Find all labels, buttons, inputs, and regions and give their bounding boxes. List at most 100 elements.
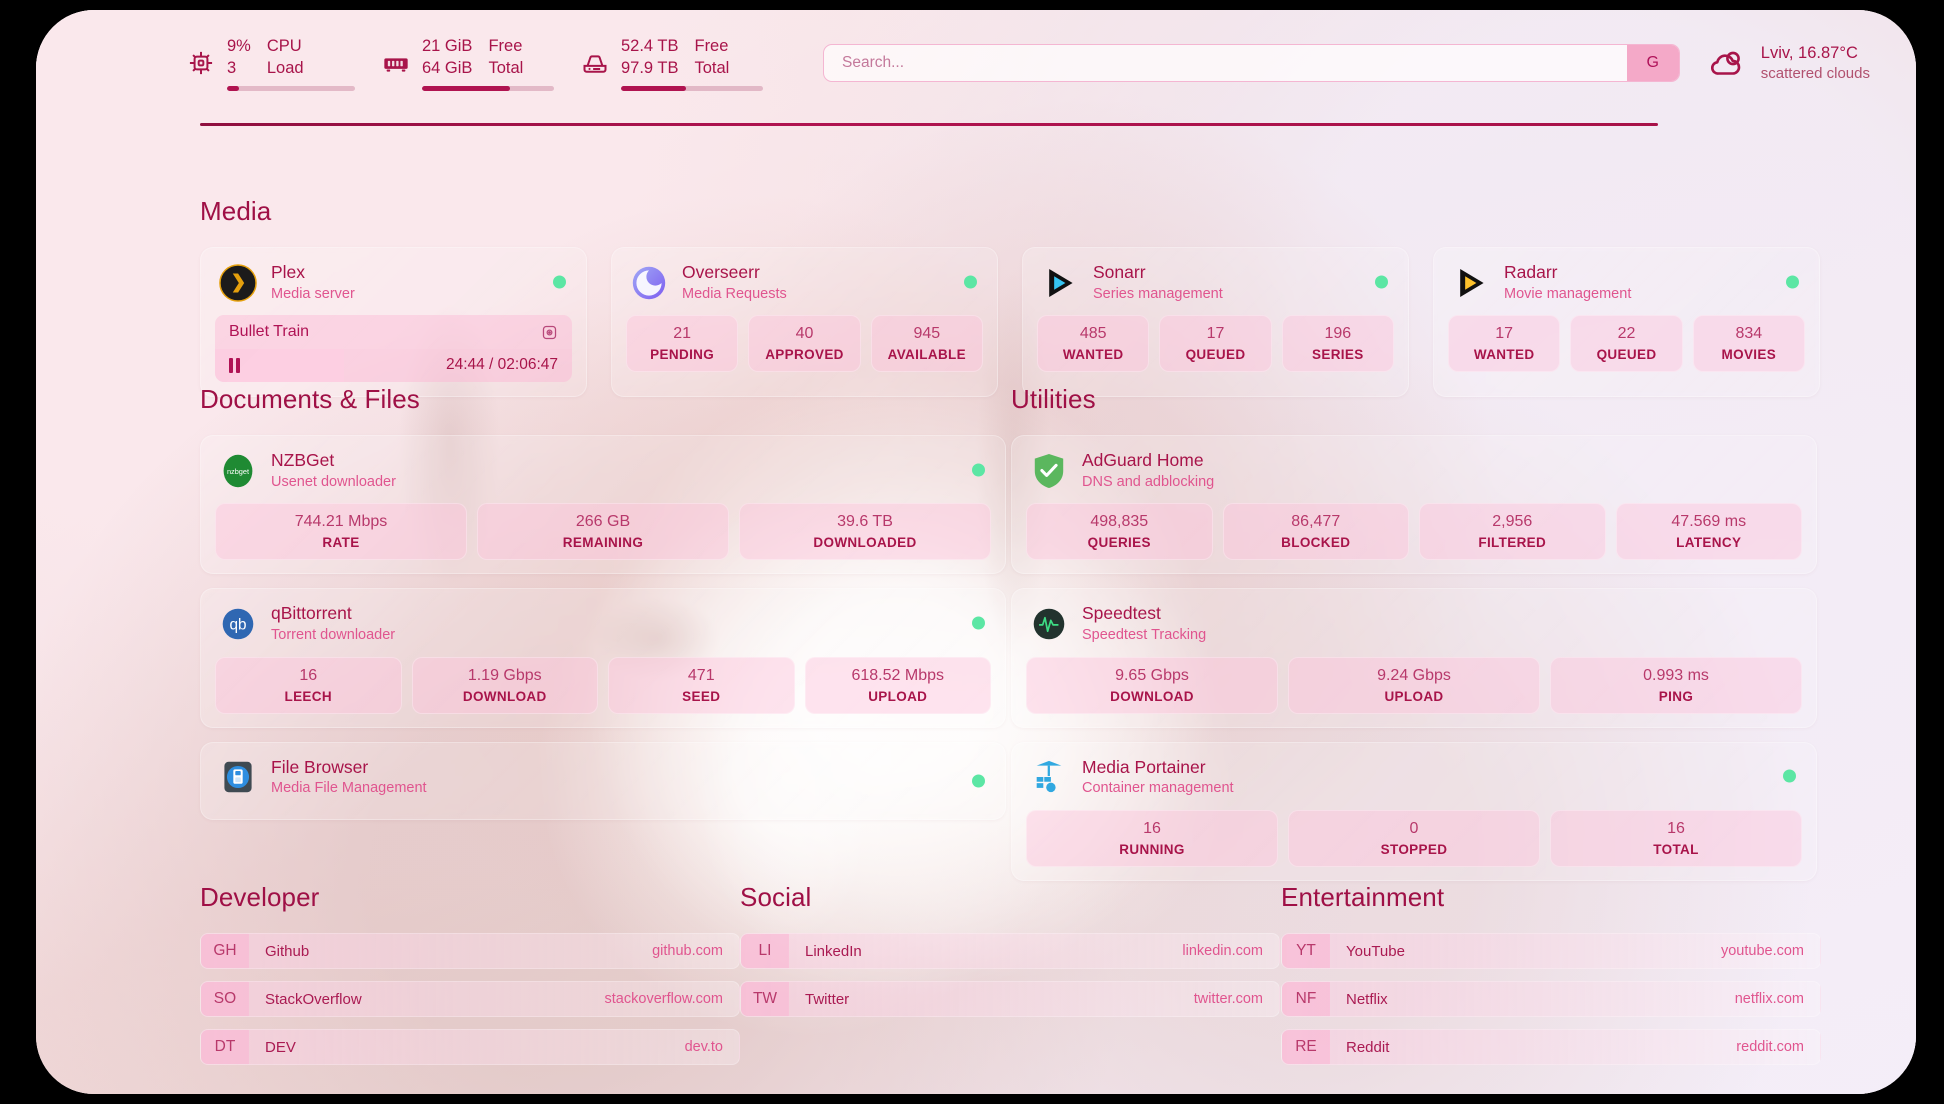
stat-label: FILTERED [1478,535,1547,551]
stat-tile: 618.52 Mbps UPLOAD [804,656,991,714]
bookmark-item[interactable]: DT DEV dev.to [200,1029,740,1065]
bookmark-item[interactable]: NF Netflix netflix.com [1281,981,1821,1017]
svg-text:qb: qb [230,616,247,633]
status-indicator-online [964,275,977,289]
stat-label: UPLOAD [868,688,928,704]
memory-label-top: Free [488,37,523,55]
stat-tile: 0.993 ms PING [1550,656,1802,714]
search-input[interactable] [824,45,1627,82]
stat-value: 266 GB [575,513,631,531]
app-card-media-portainer[interactable]: Media Portainer Container management 16 … [1011,741,1817,881]
bookmark-url: dev.to [684,1039,723,1055]
status-indicator-online [972,774,985,788]
bookmark-group-entertainment: Entertainment YT YouTube youtube.com NF … [1281,882,1821,1077]
app-card-overseerr[interactable]: Overseerr Media Requests 21 PENDING 40 A… [611,247,998,398]
status-indicator-online [972,616,985,630]
stat-value: 16 [1667,819,1685,837]
status-indicator-online [1786,275,1799,289]
app-subtitle: Torrent downloader [271,627,396,644]
stat-label: TOTAL [1653,841,1699,857]
app-title: Overseerr [682,262,760,282]
pause-button[interactable] [229,357,240,373]
stat-value: 39.6 TB [837,513,893,531]
disk-label-top: Free [694,37,729,55]
speedtest-logo [1030,605,1068,643]
bookmark-url: github.com [652,943,723,959]
stat-tile: 17 QUEUED [1159,315,1272,373]
app-title: File Browser [271,756,369,777]
disk-total-value: 97.9 TB [621,58,679,77]
cast-icon[interactable] [541,324,558,341]
disk-usage-bar [621,85,763,91]
bookmark-item[interactable]: SO StackOverflow stackoverflow.com [200,981,740,1017]
media-section-title: Media [200,196,272,226]
bookmark-abbr: NF [1282,982,1330,1016]
stat-label: RUNNING [1119,841,1185,857]
app-subtitle: Container management [1082,780,1234,797]
hard-drive-icon [580,48,610,78]
stat-tile: 16 LEECH [215,656,402,714]
stat-tile: 47.569 ms LATENCY [1615,503,1802,561]
stat-value: 196 [1324,325,1352,343]
stat-label: QUEUED [1596,347,1657,363]
bookmark-group-title: Social [740,882,812,912]
cloud-icon [1706,47,1748,79]
header-stat-disk: 52.4 TB 97.9 TB Free Total [580,36,763,91]
app-card-nzbget[interactable]: nzbget NZBGet Usenet downloader 744.21 M… [200,435,1006,575]
stat-value: 17 [1495,325,1514,343]
search-bar[interactable]: G [823,44,1680,83]
weather-widget[interactable]: Lviv, 16.87°C scattered clouds [1706,42,1876,85]
utilities-section: Utilities AdGuard Home DNS and adblockin… [1011,384,1817,881]
svg-text:nzbget: nzbget [227,467,249,476]
stat-value: 47.569 ms [1671,513,1747,531]
stat-label: STOPPED [1380,841,1448,857]
stat-value: 86,477 [1291,513,1341,531]
app-card-radarr[interactable]: Radarr Movie management 17 WANTED 22 QUE… [1433,247,1820,398]
app-card-speedtest[interactable]: Speedtest Speedtest Tracking 9.65 Gbps D… [1011,588,1817,728]
app-card-file-browser[interactable]: File Browser Media File Management [200,741,1006,820]
stat-label: WANTED [1473,347,1535,363]
app-title: Media Portainer [1082,756,1206,777]
app-card-sonarr[interactable]: Sonarr Series management 485 WANTED 17 Q… [1022,247,1409,398]
stat-tile: 945 AVAILABLE [870,315,983,373]
bookmark-url: reddit.com [1736,1039,1804,1055]
bookmark-item[interactable]: LI LinkedIn linkedin.com [740,933,1280,969]
sonarr-logo [1041,264,1079,302]
bookmark-item[interactable]: TW Twitter twitter.com [740,981,1280,1017]
stat-tile: 9.24 Gbps UPLOAD [1288,656,1540,714]
app-card-qbittorrent[interactable]: qb qBittorrent Torrent downloader 16 LEE… [200,588,1006,728]
stat-tile: 17 WANTED [1448,315,1561,373]
bookmark-abbr: SO [201,982,249,1016]
bookmark-item[interactable]: RE Reddit reddit.com [1281,1029,1821,1065]
stat-label: PENDING [650,347,715,363]
overseerr-logo [630,264,668,302]
memory-usage-bar [422,85,554,91]
bookmark-item[interactable]: YT YouTube youtube.com [1281,933,1821,969]
media-section: Media Plex Media server [200,196,1820,398]
bookmark-abbr: DT [201,1030,249,1064]
cpu-usage-bar [227,85,355,91]
documents-section-title: Documents & Files [200,384,420,414]
bookmark-abbr: LI [741,934,789,968]
stat-value: 945 [913,325,941,343]
bookmark-url: youtube.com [1720,943,1804,959]
stat-label: SERIES [1312,347,1364,363]
stat-tile: 744.21 Mbps RATE [215,503,467,561]
app-card-adguard-home[interactable]: AdGuard Home DNS and adblocking 498,835 … [1011,435,1817,575]
app-subtitle: Speedtest Tracking [1082,627,1207,644]
stat-label: RATE [322,535,360,551]
stat-tile: 1.19 Gbps DOWNLOAD [411,656,598,714]
stat-label: LATENCY [1676,535,1742,551]
app-title: Plex [271,262,306,282]
status-indicator-online [972,463,985,477]
bookmark-item[interactable]: GH Github github.com [200,933,740,969]
cpu-chip-icon [186,48,216,78]
stat-label: AVAILABLE [887,347,967,363]
google-search-button[interactable]: G [1626,45,1679,82]
bookmark-url: netflix.com [1734,991,1804,1007]
app-title: NZBGet [271,450,335,470]
app-title: Radarr [1504,262,1558,282]
app-card-plex[interactable]: Plex Media server Bullet Train [200,247,587,398]
stat-tile: 16 RUNNING [1026,809,1278,867]
stat-tile: 2,956 FILTERED [1419,503,1606,561]
